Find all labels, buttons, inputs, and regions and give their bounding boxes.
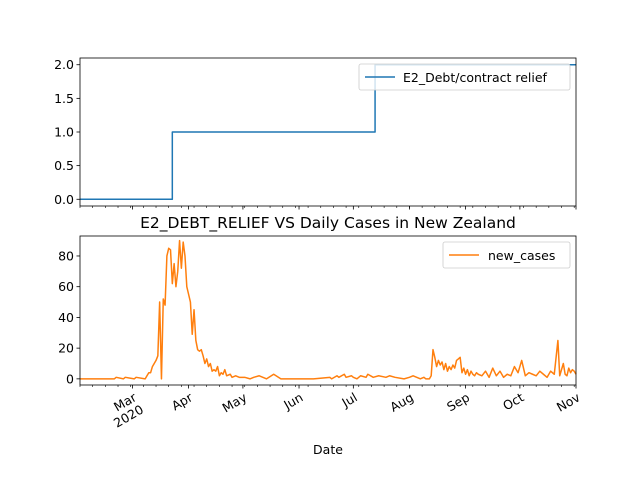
top-legend-box (358, 63, 571, 91)
bottom-legend: new_cases (442, 241, 571, 269)
top-legend: E2_Debt/contract relief (358, 63, 571, 91)
bottom-axes-frame (79, 235, 577, 386)
chart-title: E2_DEBT_RELIEF VS Daily Cases in New Zea… (140, 214, 516, 233)
top-y-tick-label: 1.0 (54, 125, 74, 140)
x-tick-label: Jul (338, 390, 359, 411)
top-y-tick-label: 2.0 (54, 57, 74, 72)
top-y-tick-label: 0.0 (54, 192, 74, 207)
bottom-legend-label: new_cases (488, 248, 555, 263)
bottom-legend-box (442, 241, 571, 269)
x-axis-label: Date (313, 442, 343, 457)
top-legend-label: E2_Debt/contract relief (403, 70, 548, 85)
bottom-y-tick-label: 60 (58, 279, 74, 294)
top-y-ticks: 0.0 0.5 1.0 1.5 2.0 (54, 57, 80, 207)
bottom-plot-lines (79, 239, 577, 380)
top-y-tick-label: 0.5 (54, 158, 74, 173)
bottom-y-tick-label: 20 (58, 341, 74, 356)
top-subplot: 0.0 0.5 1.0 1.5 2.0 E2_Debt/contract relief (54, 57, 577, 210)
bottom-y-ticks: 0 20 40 60 80 (58, 248, 80, 386)
bottom-y-tick-label: 0 (66, 371, 74, 386)
top-axes-frame (79, 57, 577, 207)
top-y-tick-label: 1.5 (54, 91, 74, 106)
bottom-y-tick-label: 40 (58, 310, 74, 325)
bottom-series-points (79, 240, 577, 379)
bottom-y-tick-label: 80 (58, 248, 74, 263)
